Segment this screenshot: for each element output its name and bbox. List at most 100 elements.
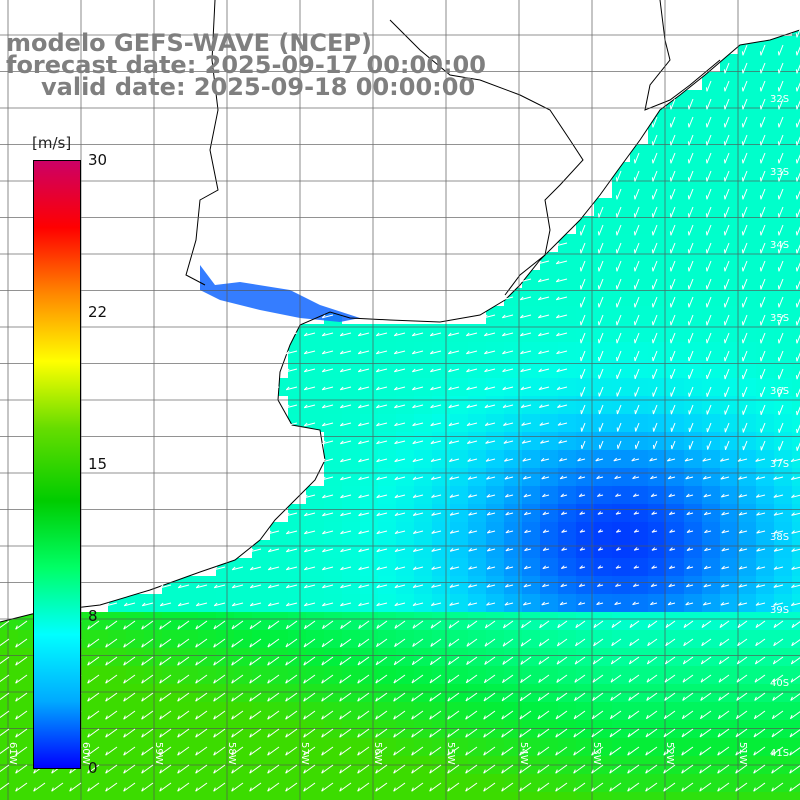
wind-arrow-head [699, 714, 703, 719]
wind-arrow [412, 386, 424, 391]
wind-arrow [177, 638, 190, 648]
wind-arrow-head [376, 566, 381, 570]
wind-arrow [773, 512, 784, 516]
wind-arrow-head [720, 583, 725, 588]
wind-arrow [159, 674, 172, 684]
wind-arrow-head [449, 566, 454, 570]
wind-arrow-head [467, 602, 472, 606]
wind-speed-cell [792, 486, 800, 504]
wind-arrow [724, 422, 730, 433]
wind-arrow [412, 476, 424, 481]
wind-arrow-head [394, 642, 397, 647]
wind-arrow-head [597, 547, 602, 551]
wind-arrow-head [537, 787, 540, 792]
wind-arrow [699, 782, 712, 792]
wind-arrow-head [668, 511, 673, 515]
wind-speed-cell [792, 270, 800, 288]
wind-speed-cell [144, 792, 162, 800]
wind-arrow [634, 314, 640, 326]
wind-arrow [755, 602, 766, 606]
wind-arrow [465, 764, 478, 774]
wind-arrow-head [542, 493, 546, 498]
wind-arrow [467, 602, 478, 606]
wind-arrow-head [773, 476, 777, 480]
wind-arrow-head [303, 368, 308, 373]
wind-arrow [791, 657, 800, 665]
wind-arrow-head [519, 296, 524, 301]
wind-arrow [177, 728, 190, 738]
wind-arrow-head [484, 386, 488, 391]
wind-arrow [778, 62, 784, 74]
wind-arrow-head [394, 512, 399, 516]
wind-arrow [724, 260, 730, 272]
wind-arrow [634, 278, 640, 290]
wind-speed-cell [792, 774, 800, 792]
wind-arrow [790, 711, 800, 720]
wind-arrow-head [573, 715, 577, 720]
wind-arrow-head [668, 565, 673, 569]
wind-arrow-head [577, 457, 581, 462]
wind-arrow-head [593, 642, 596, 647]
wind-arrow-head [87, 679, 90, 684]
wind-arrow-head [357, 642, 361, 647]
wind-arrow [232, 566, 244, 571]
wind-arrow [556, 260, 568, 265]
wind-arrow [635, 422, 640, 432]
wind-arrow [689, 440, 694, 450]
wind-arrow-head [448, 642, 452, 647]
wind-arrow [796, 64, 800, 74]
wind-arrow-head [663, 769, 666, 774]
wind-arrow [177, 620, 190, 630]
wind-arrow [340, 512, 352, 517]
wind-arrow [448, 350, 460, 355]
wind-arrow [15, 656, 28, 666]
wind-arrow [340, 350, 352, 355]
wind-arrow-head [667, 457, 671, 462]
wind-arrow [501, 782, 514, 792]
wind-arrow [412, 404, 424, 409]
wind-arrow [616, 224, 622, 236]
wind-arrow [431, 530, 442, 534]
wind-arrow [791, 494, 800, 498]
wind-arrow-head [249, 715, 252, 720]
wind-arrow [450, 548, 460, 552]
wind-arrow [177, 674, 190, 684]
wind-arrow-head [123, 787, 126, 792]
wind-arrow [772, 710, 784, 720]
wind-arrow-head [597, 565, 602, 569]
wind-arrow-head [483, 769, 486, 774]
wind-arrow [249, 728, 262, 738]
wind-arrow-head [597, 529, 602, 533]
wind-arrow-head [231, 566, 236, 571]
wind-arrow-head [681, 733, 685, 738]
wind-arrow-head [538, 404, 543, 408]
wind-arrow-head [502, 332, 506, 337]
wind-arrow [670, 368, 676, 380]
lat-label: 39S [770, 605, 790, 616]
wind-arrow [15, 638, 28, 648]
wind-arrow-head [322, 494, 326, 499]
wind-arrow-head [738, 494, 743, 498]
wind-arrow [538, 368, 550, 373]
wind-arrow [688, 386, 694, 397]
wind-arrow-head [429, 332, 434, 337]
wind-arrow-head [430, 422, 434, 427]
wind-arrow-head [595, 457, 600, 462]
wind-arrow [123, 674, 136, 684]
wind-arrow-head [484, 642, 488, 647]
wind-arrow-head [321, 422, 326, 427]
wind-arrow [721, 494, 730, 498]
wind-arrow [431, 548, 442, 552]
wind-arrow-head [322, 548, 326, 553]
wind-arrow [689, 422, 694, 433]
wind-arrow [688, 332, 694, 344]
wind-arrow-head [483, 715, 486, 720]
wind-arrow-head [538, 386, 543, 390]
wind-arrow-head [267, 548, 272, 553]
wind-arrow [760, 134, 766, 146]
wind-arrow-head [721, 511, 725, 516]
wind-arrow [701, 638, 712, 647]
wind-arrow-head [522, 458, 527, 462]
wind-arrow-head [466, 422, 471, 426]
wind-arrow-head [304, 530, 308, 535]
